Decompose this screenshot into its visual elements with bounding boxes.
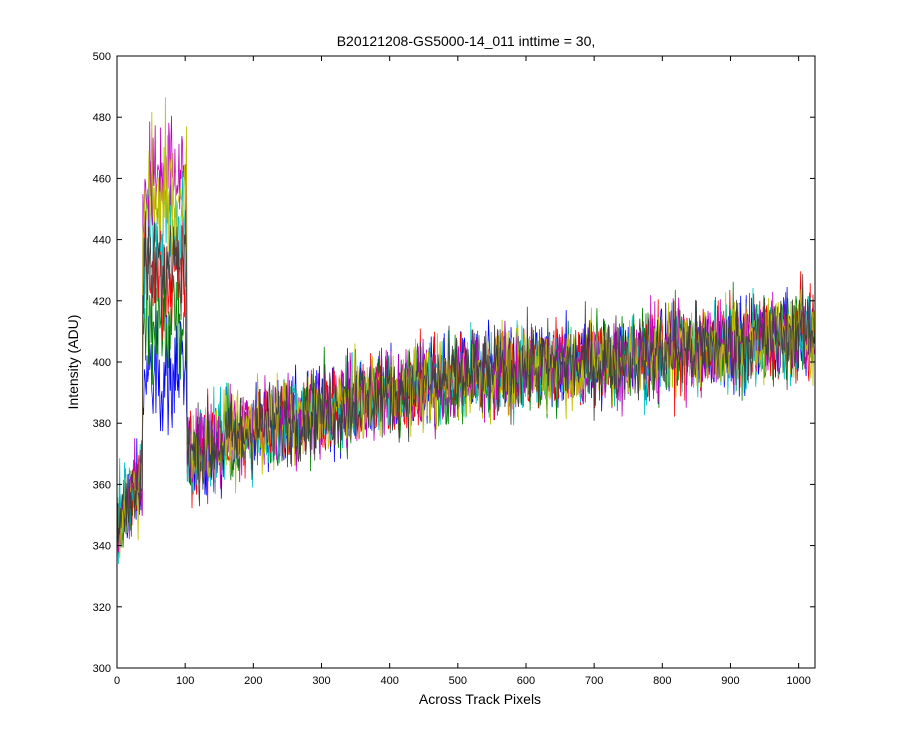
y-tick-label: 440 [93, 235, 111, 247]
x-tick-label: 800 [653, 675, 671, 687]
y-tick-label: 460 [93, 173, 111, 185]
y-tick-label: 300 [93, 663, 111, 675]
x-tick-label: 400 [380, 675, 398, 687]
y-tick-label: 400 [93, 357, 111, 369]
y-tick-label: 420 [93, 296, 111, 308]
y-ticks: 300 320 340 360 380 400 420 440 460 480 500 [93, 51, 815, 675]
series-layer [116, 97, 816, 566]
y-tick-label: 340 [93, 541, 111, 553]
x-ticks: 0 100 200 300 400 500 600 700 800 900 1000 [114, 56, 811, 687]
x-tick-label: 600 [517, 675, 535, 687]
y-tick-label: 500 [93, 51, 111, 63]
y-tick-label: 320 [93, 602, 111, 614]
x-tick-label: 300 [312, 675, 330, 687]
y-tick-label: 380 [93, 418, 111, 430]
x-tick-label: 900 [721, 675, 739, 687]
x-tick-label: 500 [449, 675, 467, 687]
x-tick-label: 100 [176, 675, 194, 687]
x-tick-label: 0 [114, 675, 120, 687]
chart-title: B20121208-GS5000-14_011 inttime = 30, [337, 33, 596, 49]
x-tick-label: 700 [585, 675, 603, 687]
y-tick-label: 480 [93, 112, 111, 124]
x-axis-title: Across Track Pixels [419, 691, 541, 707]
x-tick-label: 1000 [786, 675, 810, 687]
series-line [116, 211, 816, 566]
y-tick-label: 360 [93, 479, 111, 491]
y-axis-title: Intensity (ADU) [65, 315, 81, 410]
x-tick-label: 200 [244, 675, 262, 687]
